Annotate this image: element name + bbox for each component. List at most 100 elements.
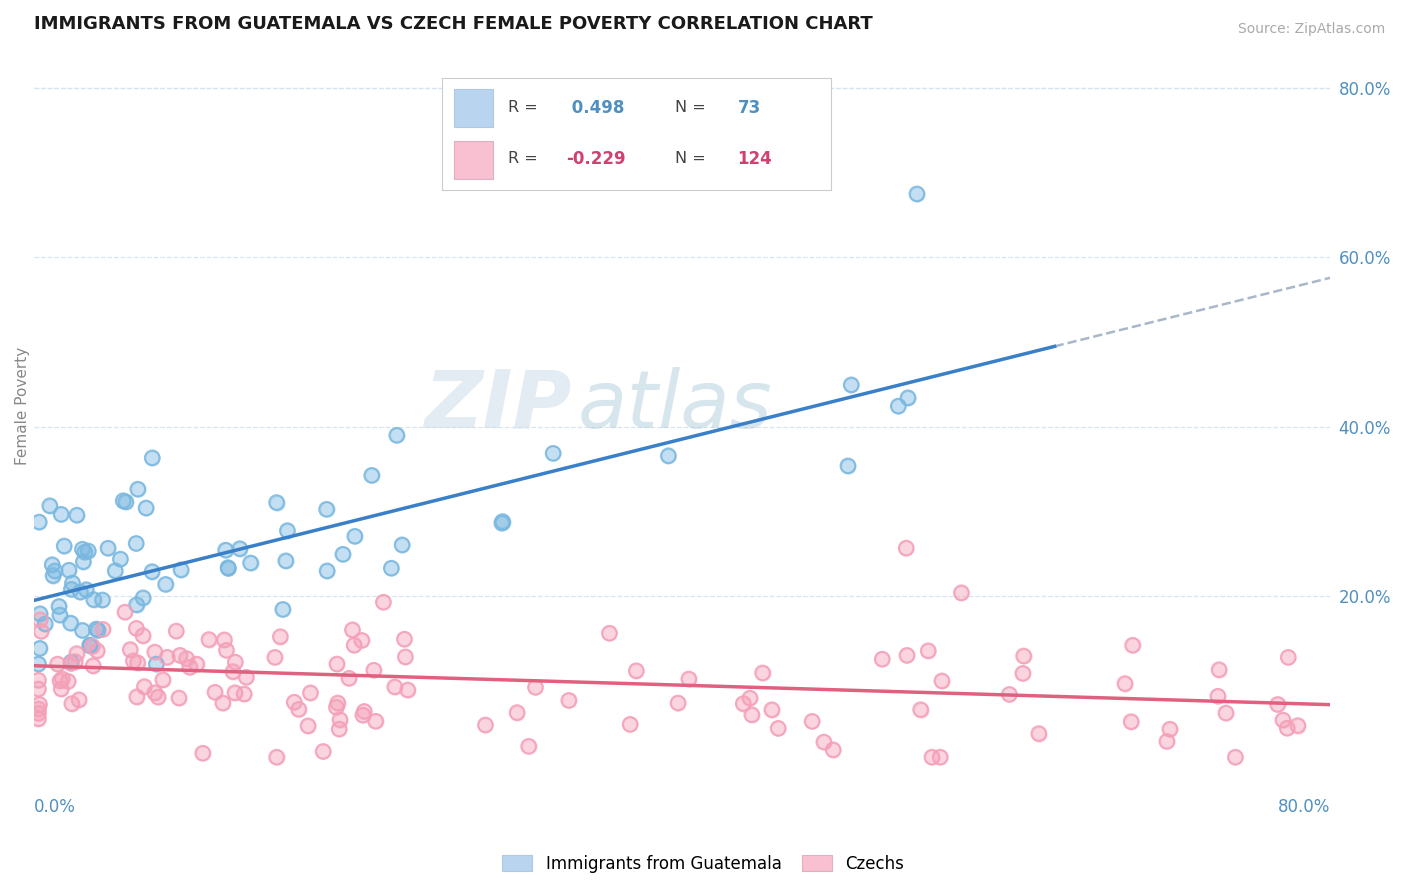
Point: [1012, 648, 1035, 663]
Point: [30, 613, 52, 627]
Point: [58, 563, 80, 577]
Point: [353, 705, 375, 719]
Point: [28, 607, 51, 621]
Point: [67, 692, 90, 706]
Point: [83, 592, 105, 607]
Point: [152, 673, 174, 687]
Point: [222, 665, 245, 679]
Point: [215, 643, 238, 657]
Point: [204, 685, 226, 699]
Point: [921, 750, 943, 764]
Point: [396, 683, 419, 698]
Point: [170, 563, 193, 577]
Point: [921, 750, 943, 764]
Point: [28, 515, 51, 529]
Point: [998, 688, 1021, 702]
Point: [929, 750, 952, 764]
Point: [385, 428, 408, 442]
Point: [360, 468, 382, 483]
Point: [678, 672, 700, 686]
Point: [127, 482, 149, 496]
Point: [72, 555, 94, 569]
Point: [152, 673, 174, 687]
Point: [143, 645, 166, 659]
Point: [517, 739, 540, 754]
Point: [66, 508, 89, 523]
Point: [156, 650, 179, 665]
Point: [82, 658, 104, 673]
Point: [541, 446, 564, 460]
Point: [97, 541, 120, 556]
Point: [75, 582, 97, 597]
Point: [1122, 638, 1144, 652]
Point: [384, 680, 406, 694]
Point: [1277, 721, 1299, 735]
Point: [801, 714, 824, 729]
Point: [30, 624, 52, 639]
Point: [97, 541, 120, 556]
Point: [214, 543, 236, 558]
Point: [394, 649, 416, 664]
Point: [299, 686, 322, 700]
Point: [125, 536, 148, 550]
Point: [1121, 714, 1143, 729]
Point: [27, 712, 49, 726]
Point: [155, 577, 177, 591]
Point: [896, 541, 918, 555]
Point: [79, 639, 101, 653]
Point: [315, 502, 337, 516]
Point: [143, 686, 166, 700]
Point: [217, 561, 239, 575]
Point: [813, 735, 835, 749]
Point: [91, 593, 114, 607]
Point: [60, 655, 83, 669]
Point: [360, 468, 382, 483]
Point: [38, 499, 60, 513]
Point: [125, 690, 148, 704]
Point: [326, 657, 349, 671]
Point: [176, 651, 198, 665]
Point: [217, 561, 239, 575]
Point: [143, 645, 166, 659]
Point: [77, 544, 100, 558]
Point: [839, 377, 862, 392]
Point: [146, 690, 169, 704]
Point: [104, 564, 127, 578]
Point: [380, 561, 402, 575]
Point: [179, 660, 201, 674]
Point: [110, 552, 132, 566]
Point: [91, 623, 114, 637]
Point: [214, 632, 236, 647]
Point: [112, 493, 135, 508]
Point: [87, 624, 110, 638]
Point: [1208, 663, 1230, 677]
Point: [51, 672, 73, 686]
Point: [176, 651, 198, 665]
Point: [950, 586, 973, 600]
Point: [60, 657, 83, 671]
Point: [141, 450, 163, 465]
Point: [62, 576, 84, 591]
Point: [1208, 663, 1230, 677]
Point: [27, 702, 49, 716]
Point: [217, 560, 239, 574]
Point: [342, 623, 364, 637]
Point: [266, 495, 288, 509]
Point: [394, 632, 416, 647]
Point: [887, 399, 910, 413]
Point: [60, 582, 83, 597]
Point: [823, 743, 845, 757]
Point: [266, 750, 288, 764]
Point: [82, 640, 104, 654]
Point: [363, 663, 385, 677]
Point: [541, 446, 564, 460]
Point: [343, 638, 366, 652]
Point: [132, 629, 155, 643]
Point: [394, 649, 416, 664]
Point: [44, 564, 66, 578]
Point: [373, 595, 395, 609]
Point: [46, 657, 69, 671]
Point: [619, 717, 641, 731]
Point: [53, 539, 76, 553]
Point: [122, 654, 145, 668]
